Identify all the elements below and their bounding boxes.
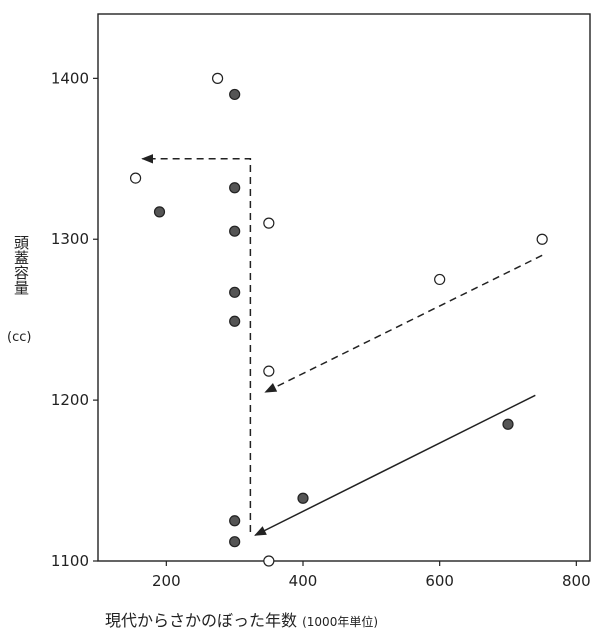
x-axis-label: 現代からさかのぼった年数 xyxy=(105,611,298,630)
filled-point xyxy=(229,286,241,298)
x-tick-label: 400 xyxy=(289,572,318,590)
y-tick-label: 1100 xyxy=(51,552,89,570)
solid-arrow xyxy=(254,394,536,536)
filled-point xyxy=(297,492,309,504)
open-point xyxy=(263,555,275,567)
filled-point xyxy=(229,315,241,327)
y-tick-label: 1400 xyxy=(51,69,89,87)
open-point xyxy=(211,72,224,84)
y-tick-label: 1200 xyxy=(51,391,89,409)
x-tick-label: 600 xyxy=(425,572,454,590)
filled-point xyxy=(153,206,166,218)
filled-point xyxy=(229,515,241,527)
data-points xyxy=(129,72,548,567)
y-axis-unit: (cc) xyxy=(7,330,32,345)
filled-point xyxy=(229,182,241,194)
filled-point xyxy=(229,536,241,548)
dashed-arrow xyxy=(264,254,543,393)
x-axis-unit: (1000年単位) xyxy=(302,615,379,629)
x-tick-label: 200 xyxy=(152,572,181,590)
arrows xyxy=(141,153,543,536)
axes xyxy=(97,13,591,562)
plot-frame xyxy=(97,13,591,562)
x-axis-title: 現代からさかのぼった年数 (1000年単位) xyxy=(105,607,378,631)
open-point xyxy=(263,217,275,229)
y-tick-label: 1300 xyxy=(51,230,89,248)
open-point xyxy=(263,365,275,377)
filled-point xyxy=(502,418,514,430)
open-point xyxy=(536,233,548,245)
filled-point xyxy=(229,225,241,237)
ticks: 200 400 600 800 1100 1200 1300 1400 xyxy=(51,69,591,590)
x-tick-label: 800 xyxy=(562,572,591,590)
open-point xyxy=(129,172,142,184)
dashed-arrow xyxy=(141,153,252,533)
open-point xyxy=(434,273,446,286)
y-axis-label: 頭蓋容量 xyxy=(14,234,30,297)
filled-point xyxy=(229,88,241,101)
